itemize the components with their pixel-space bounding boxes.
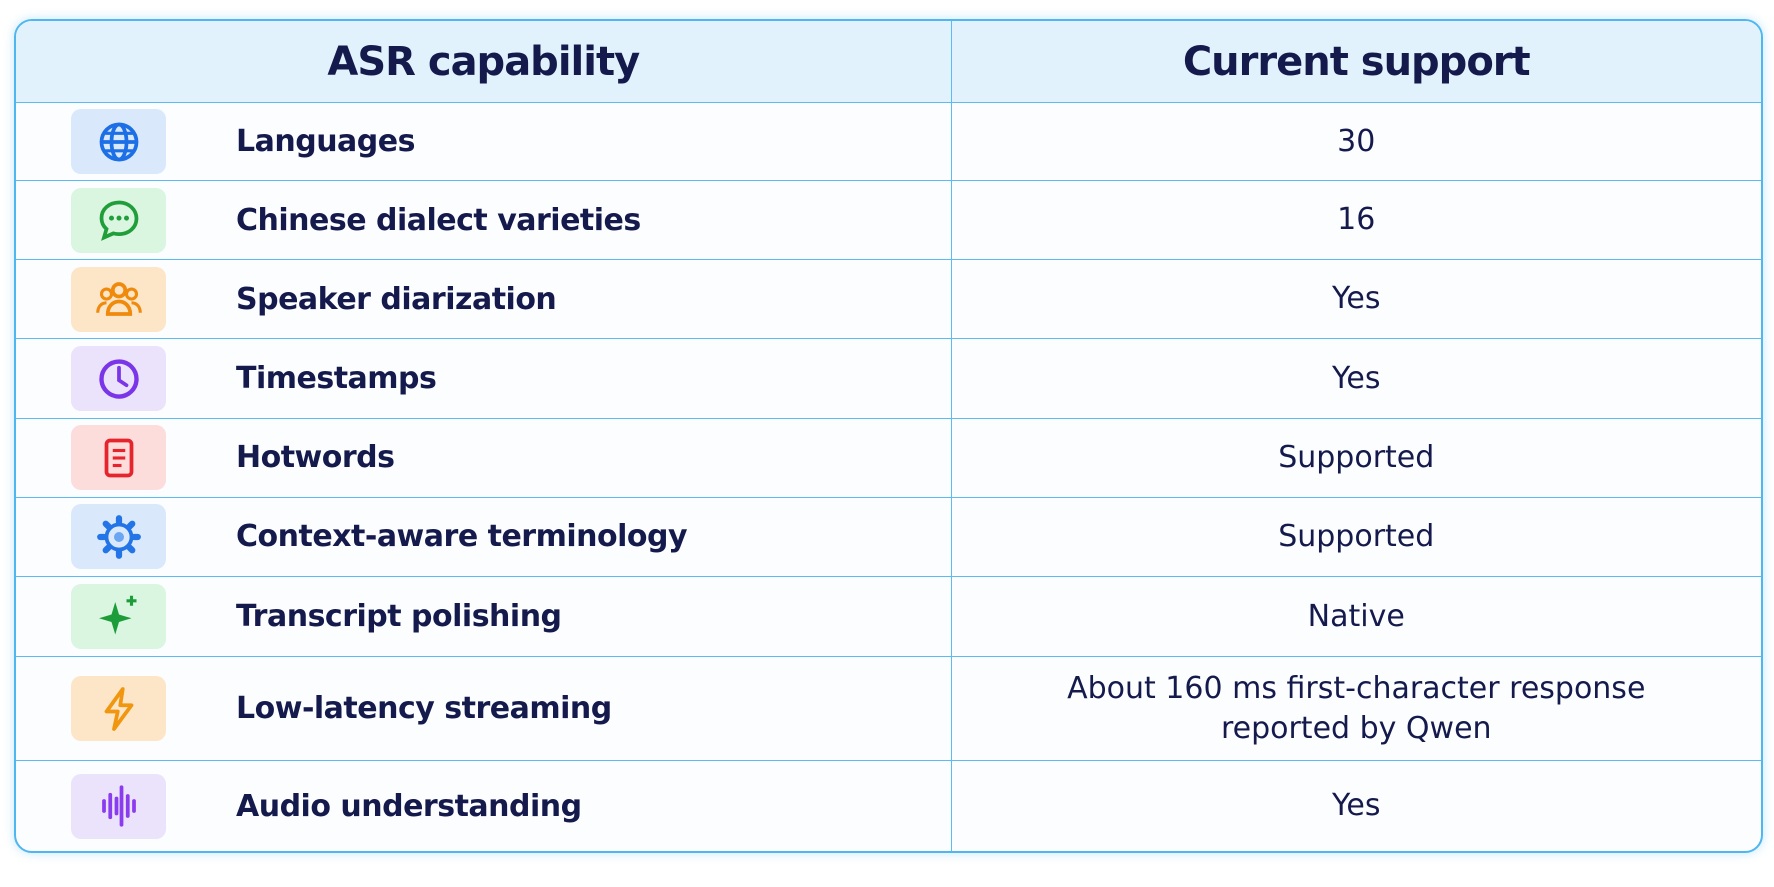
support-value: Supported — [1278, 439, 1435, 475]
table-row: Languages 30 — [16, 101, 1761, 181]
icon — [71, 109, 166, 175]
icon-graphic — [98, 358, 139, 399]
column-header: Current support — [950, 21, 1761, 103]
support-value: 16 — [1337, 202, 1376, 238]
icon — [71, 187, 166, 253]
table-row: Hotwords Supported — [16, 417, 1761, 498]
icon-graphic — [104, 686, 133, 731]
capability: Timestamps — [17, 346, 950, 412]
capability-label: Speaker diarization — [236, 281, 557, 317]
support-value: Native — [1307, 598, 1405, 634]
support-cell: Yes — [950, 259, 1761, 339]
table-row: Speaker diarization Yes — [16, 259, 1761, 339]
support-value: Yes — [1332, 281, 1381, 317]
capability: Chinese dialect varieties — [17, 187, 950, 253]
capability: Low-latency streaming — [17, 676, 950, 742]
table-row: Timestamps Yes — [16, 338, 1761, 419]
icon — [71, 266, 166, 332]
capability-cell: Context-aware terminology — [16, 496, 951, 577]
capability-label: Chinese dialect varieties — [236, 202, 641, 238]
icon-graphic — [95, 282, 142, 317]
support-cell: Supported — [950, 417, 1761, 498]
icon-graphic — [99, 200, 138, 242]
support-value: Supported — [1278, 518, 1435, 554]
capability-label: Timestamps — [236, 361, 437, 397]
icon — [71, 584, 166, 650]
capability-cell: Speaker diarization — [16, 259, 951, 339]
icon — [71, 504, 166, 570]
capability: Hotwords — [17, 425, 950, 491]
capability-cell: Timestamps — [16, 338, 951, 419]
capability-label: Transcript polishing — [236, 599, 562, 635]
capability: Speaker diarization — [17, 266, 950, 332]
capability-label: Context-aware terminology — [236, 519, 688, 555]
icon-graphic — [104, 438, 133, 478]
icon — [71, 425, 166, 491]
capability: Context-aware terminology — [17, 504, 950, 570]
capability: Languages — [17, 109, 950, 175]
capability-label: Audio understanding — [236, 788, 582, 824]
support-cell: Yes — [950, 338, 1761, 419]
table-row: Chinese dialect varieties 16 — [16, 180, 1761, 260]
capability-label: Hotwords — [236, 440, 395, 476]
support-value: About 160 ms first-character response re… — [1067, 670, 1646, 746]
support-value: 30 — [1337, 123, 1376, 159]
capability-cell: Chinese dialect varieties — [16, 180, 951, 260]
capability-cell: Audio understanding — [16, 760, 951, 851]
support-cell: 16 — [950, 180, 1761, 260]
capability-cell: Languages — [16, 101, 951, 181]
icon — [71, 773, 166, 839]
table-row: Audio understanding Yes — [16, 760, 1761, 851]
table-row: Low-latency streaming About 160 ms first-… — [16, 656, 1761, 761]
support-cell: Native — [950, 575, 1761, 657]
support-value: Yes — [1332, 788, 1381, 824]
icon-graphic — [101, 785, 136, 827]
table-row: Context-aware terminology Supported — [16, 496, 1761, 577]
capability: Audio understanding — [17, 773, 950, 839]
icon — [71, 346, 166, 412]
capability-label: Languages — [236, 124, 415, 160]
icon-graphic — [99, 122, 138, 161]
icon — [71, 676, 166, 742]
column-header: ASR capability — [16, 21, 951, 103]
support-cell: 30 — [950, 101, 1761, 181]
table-row: Transcript polishing Native — [16, 575, 1761, 657]
capability-cell: Hotwords — [16, 417, 951, 498]
capability-cell: Transcript polishing — [16, 575, 951, 657]
capability: Transcript polishing — [17, 584, 950, 650]
table: ASR capability Current support Languages… — [16, 21, 1761, 851]
support-cell: Yes — [950, 760, 1761, 851]
capability-label: Low-latency streaming — [236, 691, 612, 727]
capability-table: ASR capability Current support Languages… — [14, 19, 1763, 853]
support-cell: About 160 ms first-character response re… — [950, 656, 1761, 761]
support-cell: Supported — [950, 496, 1761, 577]
icon-graphic — [96, 514, 141, 559]
header-row: ASR capability Current support — [16, 21, 1761, 103]
icon-graphic — [98, 595, 136, 635]
support-value: Yes — [1332, 360, 1381, 396]
capability-cell: Low-latency streaming — [16, 656, 951, 761]
